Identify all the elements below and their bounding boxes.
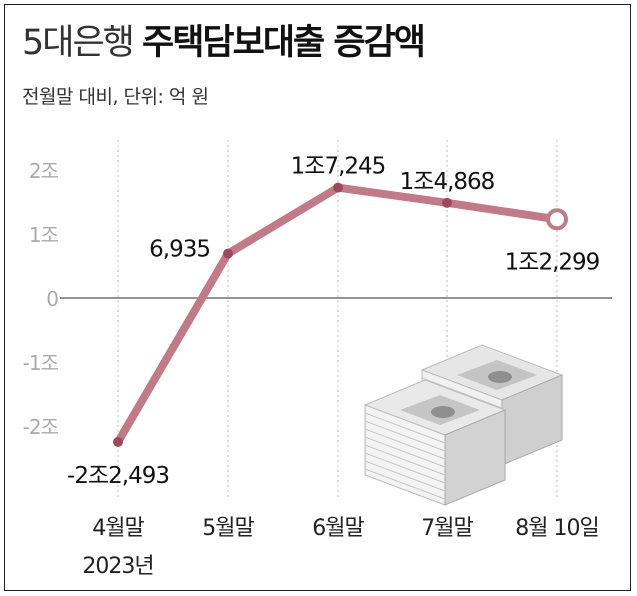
data-label: 1조4,868 <box>400 169 495 195</box>
data-point <box>223 248 233 259</box>
label-layer: 2조 1조 0 -1조 -2조 -2조2,493 6,935 1조7,245 1조4,868 1조… <box>23 154 601 579</box>
y-tick-label: -1조 <box>23 351 59 375</box>
series-layer <box>113 182 568 447</box>
y-tick-label: 1조 <box>29 223 59 247</box>
title-bold: 주택담보대출 증감액 <box>142 23 426 63</box>
x-tick-label: 7월말 <box>421 516 473 541</box>
y-tick-label: 0 <box>46 287 58 311</box>
title-light: 5대은행 <box>22 23 135 63</box>
data-label: 6,935 <box>149 237 210 263</box>
x-tick-label: 6월말 <box>312 516 364 541</box>
data-point <box>333 182 343 193</box>
data-label: 1조2,299 <box>505 249 600 275</box>
data-label: 1조7,245 <box>291 154 386 180</box>
money-stack-illustration <box>363 344 564 506</box>
x-tick-label: 8월 10일 <box>515 516 598 541</box>
x-tick-label: 4월말 <box>92 516 144 541</box>
y-tick-label: -2조 <box>23 415 59 439</box>
data-point <box>442 197 452 208</box>
chart-subtitle: 전월말 대비, 단위: 억 원 <box>22 86 209 108</box>
data-label: -2조2,493 <box>67 463 169 489</box>
data-point-hollow <box>546 208 568 231</box>
chart-title: 5대은행 주택담보대출 증감액 <box>22 14 426 65</box>
x-tick-sublabel: 2023년 <box>82 554 153 579</box>
x-tick-label: 5월말 <box>202 516 254 541</box>
y-tick-label: 2조 <box>29 159 59 183</box>
data-point <box>113 436 123 447</box>
